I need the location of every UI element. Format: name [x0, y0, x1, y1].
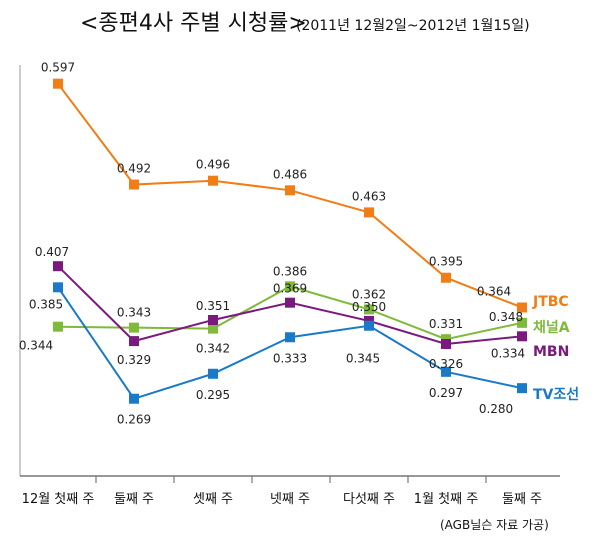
data-point: [129, 336, 139, 347]
data-label: 0.343: [117, 306, 151, 320]
data-point: [129, 179, 139, 190]
legend: JTBC 채널A MBN TV조선: [532, 294, 579, 403]
data-label: 0.463: [352, 189, 386, 203]
data-point: [208, 175, 218, 186]
data-point: [364, 320, 374, 331]
x-tick-label: 12월 첫째 주: [22, 492, 95, 507]
legend-entry: MBN: [533, 344, 569, 360]
data-label: 0.344: [19, 339, 53, 353]
data-label: 0.280: [479, 402, 513, 416]
x-axis-ticks: [95, 476, 487, 483]
data-point: [364, 304, 374, 315]
x-tick-label: 1월 첫째 주: [414, 492, 478, 507]
data-point: [129, 393, 139, 404]
data-point: [285, 297, 295, 308]
data-label: 0.329: [117, 353, 151, 367]
legend-entry: JTBC: [532, 294, 569, 310]
data-point: [285, 281, 295, 292]
data-label: 0.362: [352, 287, 386, 301]
data-label: 0.333: [273, 351, 307, 365]
data-point: [441, 366, 451, 377]
data-point: [517, 317, 527, 328]
data-label: 0.407: [35, 245, 69, 259]
x-tick-label: 둘째 주: [114, 492, 154, 507]
data-point: [285, 185, 295, 196]
data-label: 0.364: [477, 284, 511, 298]
chart-subtitle: (2011년 12월2일~2012년 1월15일): [296, 18, 530, 34]
data-label: 0.269: [117, 413, 151, 427]
data-label: 0.295: [196, 388, 230, 402]
data-label: 0.386: [273, 264, 307, 278]
data-point: [285, 332, 295, 343]
data-point: [53, 321, 63, 332]
data-point: [364, 207, 374, 218]
x-tick-label: 넷째 주: [270, 492, 310, 507]
data-label: 0.496: [196, 158, 230, 172]
data-label: 0.350: [352, 300, 386, 314]
data-point: [208, 314, 218, 325]
data-label: 0.351: [196, 299, 230, 313]
data-point: [129, 322, 139, 333]
series-layer: [53, 78, 527, 404]
data-point: [208, 368, 218, 379]
data-point: [441, 272, 451, 283]
data-label: 0.331: [429, 317, 463, 331]
data-point: [517, 383, 527, 394]
x-tick-label: 다섯째 주: [343, 492, 395, 507]
data-label: 0.597: [41, 61, 75, 75]
data-point: [53, 261, 63, 272]
data-label: 0.492: [117, 162, 151, 176]
legend-entry: TV조선: [533, 387, 579, 403]
data-label: 0.345: [346, 352, 380, 366]
data-label: 0.486: [273, 167, 307, 181]
chart-title: <종편4사 주별 시청률>: [80, 11, 307, 36]
data-label: 0.395: [429, 255, 463, 269]
data-label: 0.348: [489, 310, 523, 324]
data-label: 0.385: [29, 297, 63, 311]
x-tick-label: 둘째 주: [502, 492, 542, 507]
data-label: 0.342: [196, 342, 230, 356]
data-label: 0.369: [273, 282, 307, 296]
source-note: (AGB닐슨 자료 가공): [440, 518, 549, 532]
x-axis-labels: 12월 첫째 주 둘째 주 셋째 주 넷째 주 다섯째 주 1월 첫째 주 둘째 주: [22, 492, 542, 507]
legend-entry: 채널A: [533, 320, 570, 336]
data-point: [517, 302, 527, 313]
data-label: 0.334: [491, 346, 525, 360]
data-labels: 0.597 0.492 0.496 0.486 0.463 0.395 0.364 0.344…: [19, 61, 525, 427]
data-point: [441, 338, 451, 349]
data-point: [208, 323, 218, 334]
data-point: [517, 331, 527, 342]
x-tick-label: 셋째 주: [193, 492, 233, 507]
data-label: 0.297: [429, 386, 463, 400]
data-point: [53, 282, 63, 293]
data-point: [53, 78, 63, 89]
data-label: 0.326: [429, 357, 463, 371]
